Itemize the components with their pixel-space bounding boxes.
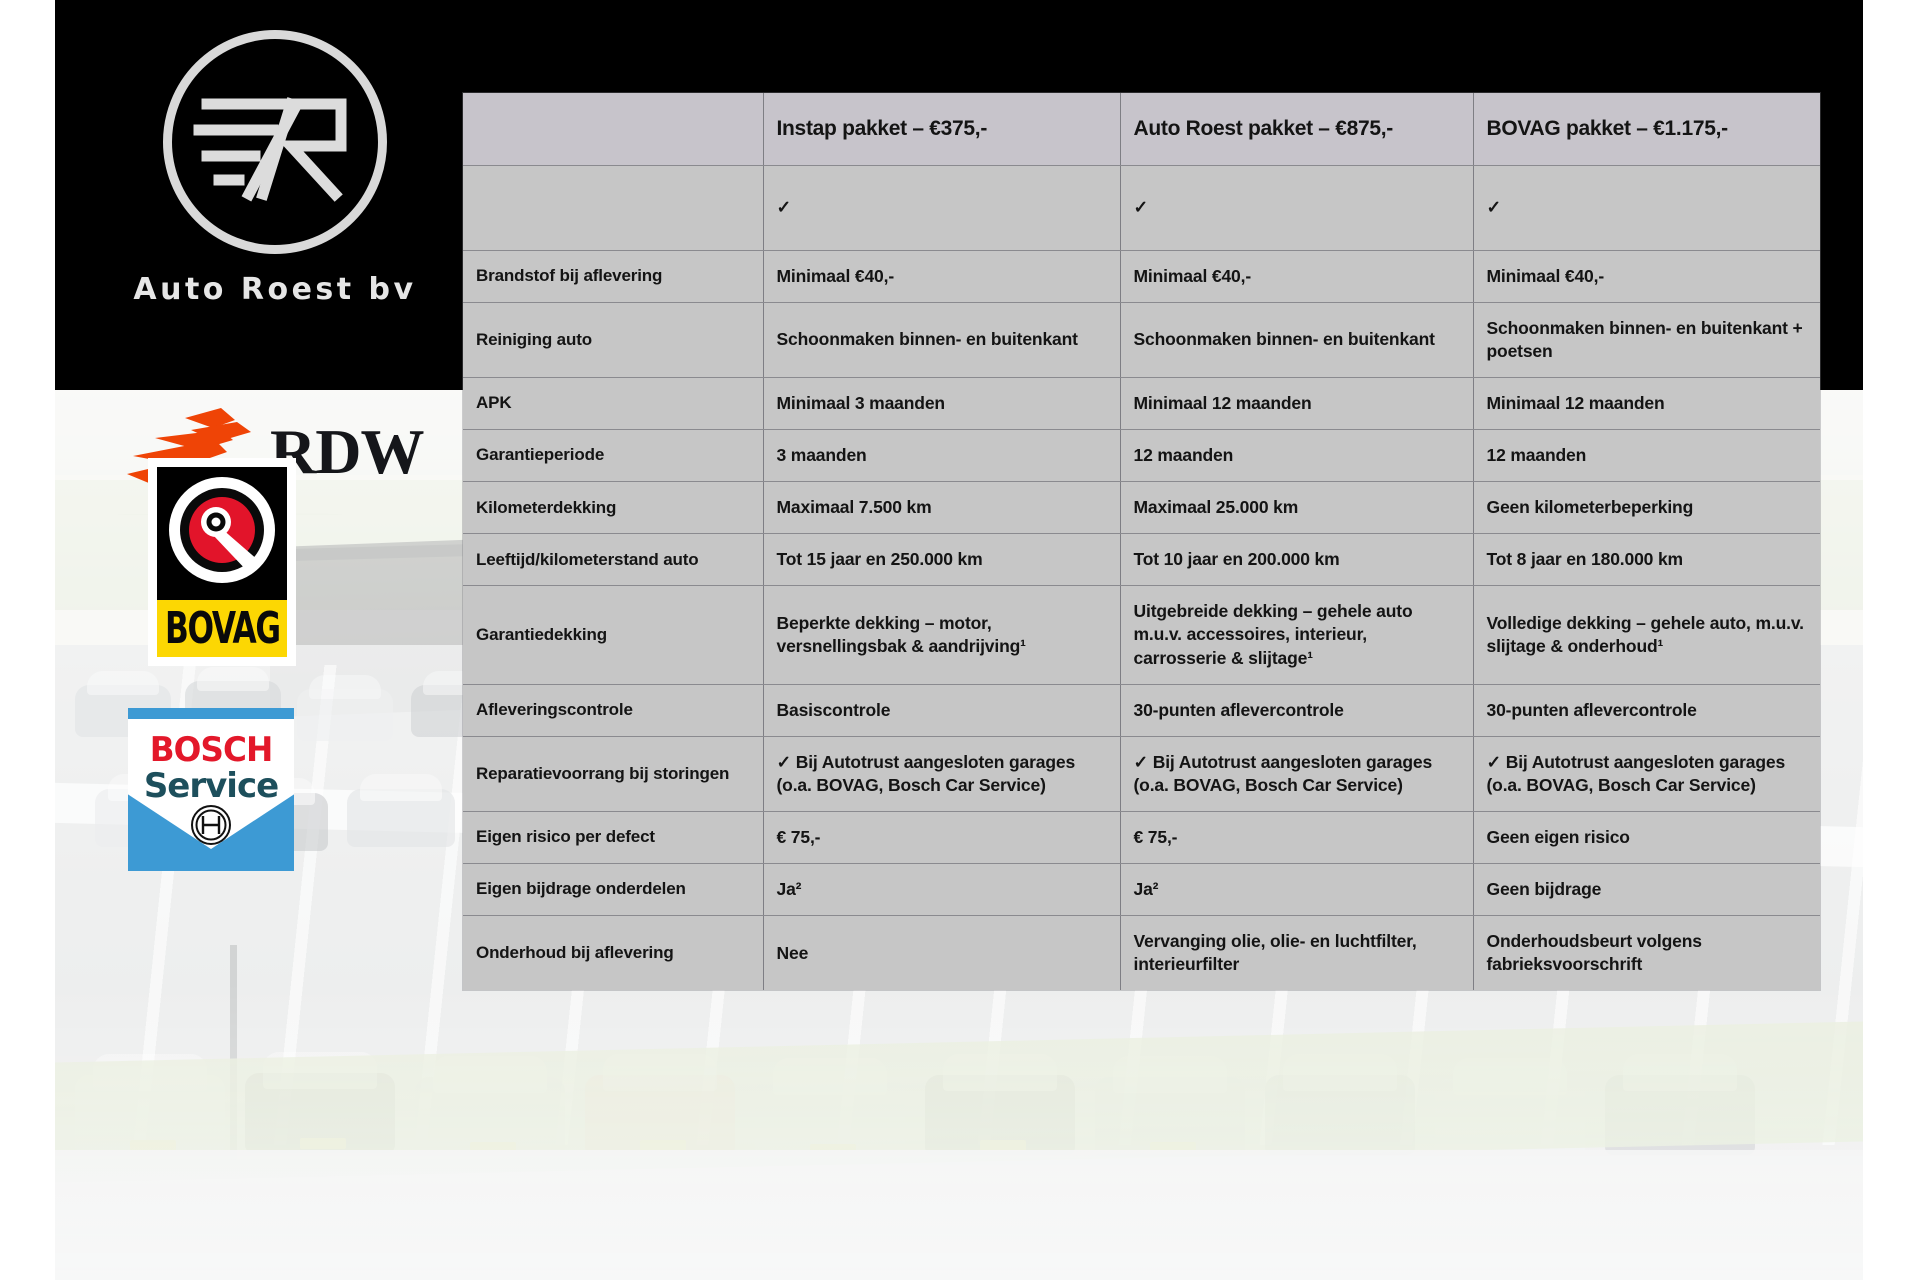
table-row: Garantiedekking Beperkte dekking – motor… — [463, 585, 1820, 685]
row-cell: Schoonmaken binnen- en buitenkant — [1120, 302, 1474, 379]
table-row: Eigen bijdrage onderdelen Ja² Ja² Geen b… — [463, 863, 1820, 917]
table-row: ✓ ✓ ✓ — [463, 165, 1820, 251]
row-cell: Onderhoudsbeurt volgens fabrieksvoorschr… — [1486, 931, 1702, 975]
column-header-instap: Instap pakket – €375,- — [763, 93, 1121, 166]
bosch-service-wordmark: Service — [143, 766, 279, 806]
row-cell: 12 maanden — [1473, 429, 1820, 483]
row-cell: Minimaal 3 maanden — [763, 377, 1121, 431]
logo-ring-icon — [163, 30, 387, 254]
bovag-badge: BOVAG — [148, 458, 296, 666]
table-row: Eigen risico per defect € 75,- € 75,- Ge… — [463, 811, 1820, 865]
row-cell: Volledige dekking – gehele auto, m.u.v. … — [1473, 585, 1820, 685]
row-label: Eigen risico per defect — [463, 811, 764, 865]
row-cell: Schoonmaken binnen- en buitenkant + poet… — [1473, 302, 1820, 379]
row-cell: ✓ Bij Autotrust aangesloten garages (o.a… — [763, 736, 1121, 812]
check-icon: ✓ — [1120, 165, 1474, 251]
row-label — [463, 165, 764, 251]
row-cell: Minimaal €40,- — [1120, 250, 1474, 303]
row-label: Leeftijd/kilometerstand auto — [463, 533, 764, 587]
row-cell: Tot 15 jaar en 250.000 km — [763, 533, 1121, 587]
row-cell: Ja² — [1120, 863, 1474, 917]
row-label: Reparatievoorrang bij storingen — [463, 736, 764, 812]
row-cell: Tot 10 jaar en 200.000 km — [1120, 533, 1474, 587]
row-label: Eigen bijdrage onderdelen — [463, 863, 764, 917]
row-cell: 3 maanden — [763, 429, 1121, 483]
row-cell: Maximaal 7.500 km — [763, 481, 1121, 535]
row-cell: 30-punten aflevercontrole — [1120, 684, 1474, 737]
row-label: Brandstof bij aflevering — [463, 250, 764, 303]
auto-roest-logo: Auto Roest bv — [130, 22, 420, 367]
row-label: Garantiedekking — [463, 585, 764, 685]
table-row: APK Minimaal 3 maanden Minimaal 12 maand… — [463, 377, 1820, 431]
bovag-emblem-panel — [157, 467, 287, 600]
row-label: Afleveringscontrole — [463, 684, 764, 737]
table-row: Brandstof bij aflevering Minimaal €40,- … — [463, 250, 1820, 303]
row-cell: 30-punten aflevercontrole — [1473, 684, 1820, 737]
table-row: Onderhoud bij aflevering Nee Vervanging … — [463, 915, 1820, 991]
row-cell: 12 maanden — [1120, 429, 1474, 483]
column-header-auto-roest: Auto Roest pakket – €875,- — [1120, 93, 1474, 166]
brand-name-text: Auto Roest bv — [133, 272, 417, 307]
row-cell: Geen kilometerbeperking — [1473, 481, 1820, 535]
row-cell: Beperkte dekking – motor, versnellingsba… — [763, 585, 1121, 685]
row-cell: € 75,- — [1120, 811, 1474, 865]
row-cell: Tot 8 jaar en 180.000 km — [1473, 533, 1820, 587]
column-header-bovag: BOVAG pakket – €1.175,- — [1473, 93, 1820, 166]
row-cell: Basiscontrole — [763, 684, 1121, 737]
bosch-wordmark: BOSCH — [149, 730, 274, 770]
row-cell: Minimaal €40,- — [763, 250, 1121, 303]
row-cell: Geen eigen risico — [1473, 811, 1820, 865]
row-cell: Schoonmaken binnen- en buitenkant — [763, 302, 1121, 379]
bovag-wordmark: BOVAG — [164, 602, 281, 655]
table-header-row: Instap pakket – €375,- Auto Roest pakket… — [463, 93, 1820, 166]
bosch-armature-icon — [191, 805, 231, 845]
row-label: Garantieperiode — [463, 429, 764, 483]
row-cell: Minimaal €40,- — [1473, 250, 1820, 303]
table-row: Afleveringscontrole Basiscontrole 30-pun… — [463, 684, 1820, 737]
column-header-feature — [463, 93, 764, 166]
table-row: Reparatievoorrang bij storingen ✓ Bij Au… — [463, 736, 1820, 812]
row-cell: € 75,- — [763, 811, 1121, 865]
table-row: Garantieperiode 3 maanden 12 maanden 12 … — [463, 429, 1820, 483]
row-cell: Geen bijdrage — [1473, 863, 1820, 917]
bovag-target-icon — [169, 476, 275, 583]
row-label: APK — [463, 377, 764, 431]
row-cell: ✓ Bij Autotrust aangesloten garages (o.a… — [1120, 736, 1474, 812]
check-icon: ✓ — [1473, 165, 1820, 251]
7r-monogram-icon — [193, 97, 347, 202]
package-comparison-table: Instap pakket – €375,- Auto Roest pakket… — [463, 93, 1820, 991]
row-label: Onderhoud bij aflevering — [463, 915, 764, 991]
row-cell: Maximaal 25.000 km — [1120, 481, 1474, 535]
row-cell: Ja² — [763, 863, 1121, 917]
table-row: Leeftijd/kilometerstand auto Tot 15 jaar… — [463, 533, 1820, 587]
row-cell: Minimaal 12 maanden — [1120, 377, 1474, 431]
table-row: Kilometerdekking Maximaal 7.500 km Maxim… — [463, 481, 1820, 535]
row-label: Reiniging auto — [463, 302, 764, 379]
row-cell: ✓ Bij Autotrust aangesloten garages (o.a… — [1473, 736, 1820, 812]
table-row: Reiniging auto Schoonmaken binnen- en bu… — [463, 302, 1820, 379]
row-cell: Uitgebreide dekking – gehele auto m.u.v.… — [1120, 585, 1474, 685]
row-cell: Vervanging olie, olie- en luchtfilter, i… — [1120, 915, 1474, 991]
bosch-service-badge: BOSCH Service — [128, 708, 294, 871]
row-label: Kilometerdekking — [463, 481, 764, 535]
row-cell: Minimaal 12 maanden — [1473, 377, 1820, 431]
bovag-wordmark-panel: BOVAG — [157, 600, 287, 657]
row-cell: Nee — [763, 915, 1121, 991]
check-icon: ✓ — [763, 165, 1121, 251]
